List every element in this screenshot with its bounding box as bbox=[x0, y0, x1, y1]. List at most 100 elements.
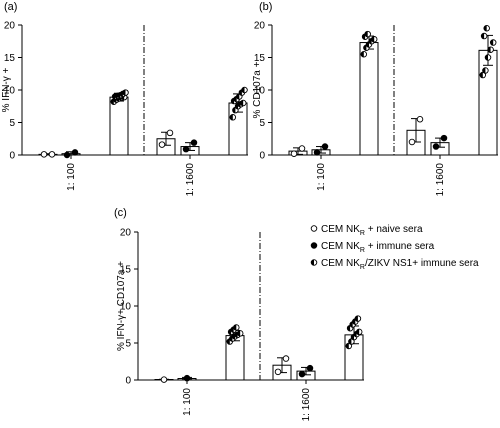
data-point bbox=[370, 36, 378, 43]
data-point bbox=[158, 141, 166, 148]
data-point bbox=[71, 149, 79, 156]
y-tick-label: 15 bbox=[120, 265, 132, 276]
bar-group bbox=[177, 374, 197, 382]
data-point bbox=[183, 374, 191, 382]
marker-half-fill bbox=[228, 329, 232, 335]
marker-half-fill bbox=[346, 343, 349, 349]
marker-half-fill bbox=[366, 41, 369, 48]
legend-label-subscript: R bbox=[360, 247, 365, 254]
y-tick-label: 0 bbox=[125, 376, 131, 387]
marker-half-fill bbox=[117, 92, 121, 98]
bar bbox=[478, 49, 498, 156]
data-point bbox=[190, 139, 198, 146]
chart-panel-3: (c) 0 5 10 15 20 % IFN-γ+ CD107a + 1: 100 1: 160… bbox=[114, 207, 364, 421]
chart-panel-2: (b) 0 5 10 15 20 % CD107a + 1: 100 1: 1600 bbox=[252, 1, 498, 196]
data-point bbox=[416, 115, 424, 123]
data-point bbox=[355, 328, 363, 336]
data-point bbox=[482, 67, 489, 74]
marker-half-fill bbox=[232, 107, 236, 113]
y-tick-label: 5 bbox=[9, 118, 15, 129]
legend-marker bbox=[310, 225, 318, 232]
data-point bbox=[166, 129, 174, 137]
marker-half-fill bbox=[236, 93, 240, 100]
y-axis-title: % IFN-γ + bbox=[1, 67, 12, 112]
panel-label: (c) bbox=[114, 207, 127, 219]
marker-half-fill bbox=[356, 329, 360, 335]
y-tick-label: 5 bbox=[125, 339, 131, 350]
panel-label: (b) bbox=[259, 1, 272, 13]
legend-label-main: CEM NK bbox=[321, 258, 360, 269]
bar-group bbox=[288, 145, 308, 157]
marker-half-fill bbox=[235, 103, 238, 110]
data-point bbox=[236, 330, 244, 337]
bar-group bbox=[311, 143, 331, 156]
legend-item: CEM NKR/ZIKV NS1+ immune sera bbox=[310, 258, 479, 271]
y-axis-title: % IFN-γ+ CD107a + bbox=[116, 261, 127, 351]
data-point bbox=[480, 32, 488, 40]
marker-half-fill bbox=[237, 330, 241, 337]
bar-group bbox=[344, 315, 364, 381]
y-tick-label: 10 bbox=[120, 302, 132, 313]
marker-half-fill bbox=[232, 333, 235, 340]
marker-half-fill bbox=[348, 338, 352, 345]
data-point bbox=[440, 134, 448, 142]
bar-group bbox=[228, 86, 248, 156]
bar-group bbox=[272, 355, 292, 381]
bar-group bbox=[109, 89, 129, 156]
y-tick-label: 0 bbox=[259, 151, 265, 162]
data-point bbox=[282, 355, 290, 362]
marker-half-fill bbox=[485, 54, 488, 61]
marker-half-fill bbox=[355, 315, 358, 322]
bar-group bbox=[478, 25, 498, 156]
marker-half-fill bbox=[120, 91, 123, 97]
data-point bbox=[48, 151, 56, 158]
data-point bbox=[348, 338, 355, 345]
legend-marker bbox=[310, 259, 318, 266]
legend-label-main: CEM NK bbox=[321, 241, 360, 252]
bar-group bbox=[156, 129, 176, 156]
data-point bbox=[63, 151, 71, 159]
marker-half-fill bbox=[233, 96, 237, 102]
marker-half-fill bbox=[122, 89, 126, 96]
legend-label-subscript: R bbox=[360, 230, 365, 237]
marker-half-fill bbox=[234, 332, 238, 338]
marker-half-fill bbox=[487, 46, 491, 53]
data-point bbox=[40, 151, 48, 158]
marker-half-fill bbox=[483, 25, 487, 32]
data-point bbox=[274, 368, 282, 376]
data-point bbox=[364, 30, 371, 38]
y-tick-label: 10 bbox=[254, 86, 266, 97]
data-point bbox=[239, 99, 247, 107]
legend-label-subscript: R bbox=[360, 264, 365, 271]
bar-group bbox=[180, 139, 200, 156]
data-point bbox=[352, 318, 359, 325]
marker-half-fill bbox=[311, 259, 314, 266]
data-point bbox=[484, 54, 492, 61]
legend-label: CEM NKR + immune sera bbox=[321, 241, 435, 254]
bar-group bbox=[296, 364, 316, 381]
data-point bbox=[233, 324, 240, 331]
legend-marker bbox=[310, 242, 318, 249]
data-point bbox=[313, 149, 321, 156]
data-point bbox=[160, 376, 168, 383]
data-point bbox=[290, 150, 298, 157]
x-group-label: 1: 1600 bbox=[435, 163, 446, 197]
marker-half-fill bbox=[230, 114, 233, 121]
bar-group bbox=[38, 151, 58, 158]
y-tick-label: 15 bbox=[4, 53, 16, 64]
y-tick-label: 20 bbox=[120, 228, 132, 239]
data-point bbox=[489, 39, 497, 46]
x-group-label: 1: 100 bbox=[182, 388, 193, 416]
panel-label: (a) bbox=[4, 1, 17, 13]
marker-half-fill bbox=[349, 321, 353, 328]
x-group-label: 1: 100 bbox=[316, 163, 327, 191]
marker-half-fill bbox=[229, 335, 233, 342]
bar bbox=[109, 96, 129, 156]
y-tick-label: 5 bbox=[259, 118, 265, 129]
data-point bbox=[229, 114, 237, 121]
data-point bbox=[122, 89, 129, 96]
legend-label-rest: + immune sera bbox=[365, 241, 435, 252]
x-group-label: 1: 100 bbox=[66, 163, 77, 191]
